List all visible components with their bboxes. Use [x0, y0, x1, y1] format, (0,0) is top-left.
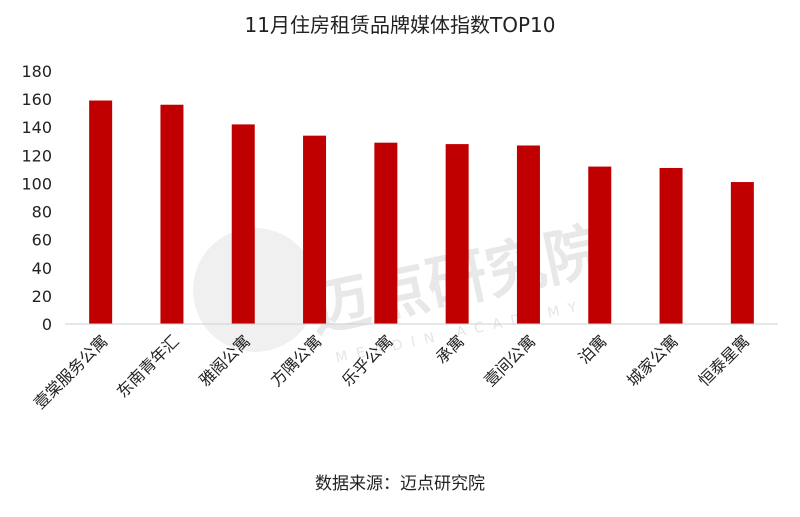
x-category-label: 壹间公寓	[481, 331, 540, 390]
x-category-label: 城家公寓	[623, 331, 682, 390]
x-category-label: 东南青年汇	[113, 331, 183, 401]
source-note: 数据来源：迈点研究院	[315, 474, 485, 494]
bar-4	[303, 135, 327, 324]
y-tick-label: 180	[21, 62, 52, 81]
bar-2	[160, 104, 184, 324]
watermark: 迈点研究院 MEADIN ACADEMY	[193, 215, 611, 367]
bar-10	[730, 182, 754, 324]
x-category-label: 恒泰星寓	[694, 331, 753, 390]
bars	[89, 100, 754, 325]
y-tick-label: 80	[32, 203, 52, 222]
y-tick-label: 0	[42, 315, 52, 334]
y-tick-label: 160	[21, 90, 52, 109]
chart-title: 11月住房租赁品牌媒体指数TOP10	[245, 13, 556, 37]
y-tick-label: 20	[32, 287, 52, 306]
y-tick-label: 120	[21, 146, 52, 165]
y-tick-label: 60	[32, 231, 52, 250]
bar-5	[374, 142, 398, 324]
y-tick-label: 100	[21, 174, 52, 193]
bar-8	[588, 166, 612, 324]
x-category-label: 壹棠服务公寓	[30, 331, 111, 412]
watermark-logo-icon	[193, 228, 317, 352]
bar-1	[89, 100, 113, 325]
bar-9	[659, 167, 683, 324]
y-tick-label: 40	[32, 259, 52, 278]
bar-7	[516, 145, 540, 324]
x-category-label: 泊寓	[575, 331, 611, 367]
x-axis-labels: 壹棠服务公寓 东南青年汇 雅阁公寓 方隅公寓 乐乎公寓 承寓 壹间公寓 泊寓 城家公寓 恒泰星寓	[30, 331, 753, 412]
y-axis-ticks: 0 20 40 60 80 100 120 140 160 180	[21, 62, 52, 334]
bar-3	[231, 124, 255, 325]
y-tick-label: 140	[21, 118, 52, 137]
bar-6	[445, 144, 469, 324]
